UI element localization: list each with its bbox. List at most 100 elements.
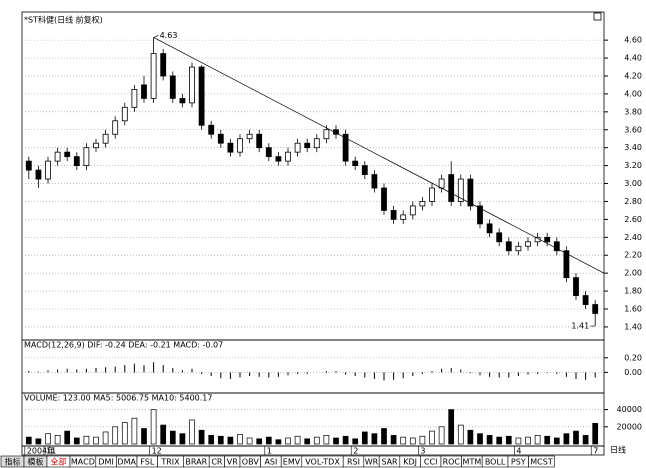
volume-bar <box>141 428 147 445</box>
indicator-tab-label[interactable]: 全部 <box>51 457 67 467</box>
volume-bar <box>457 424 464 445</box>
indicator-tab-label[interactable]: OBV <box>242 458 260 467</box>
volume-bar <box>131 417 138 445</box>
candle-body <box>179 97 186 104</box>
indicator-tab-label[interactable]: 模板 <box>28 457 44 467</box>
indicator-tab-label[interactable]: FSL <box>140 458 155 467</box>
indicator-tab-label[interactable]: ASI <box>264 458 277 467</box>
volume-bar <box>525 436 531 445</box>
candle-body <box>419 201 426 207</box>
indicator-tab-label[interactable]: MACD <box>71 458 95 467</box>
volume-bar <box>582 435 589 445</box>
panel-icon[interactable] <box>593 12 602 21</box>
y-tick-label: 4.00 <box>624 89 642 98</box>
candle-body <box>73 156 80 167</box>
candle-body <box>438 178 445 189</box>
indicator-tab-label[interactable]: DMA <box>117 458 136 467</box>
indicator-tab-label[interactable]: SAR <box>381 458 398 467</box>
y-tick-label: 3.60 <box>624 125 642 134</box>
indicator-tab-label[interactable]: WR <box>365 458 379 467</box>
indicator-tab-label[interactable]: TRIX <box>160 458 180 467</box>
volume-bar <box>275 439 282 445</box>
indicator-tab-label[interactable]: ROC <box>443 458 461 467</box>
candle-body <box>160 53 167 77</box>
volume-bar <box>419 435 426 445</box>
volume-bar <box>198 429 205 445</box>
y-tick-label: 2.40 <box>624 233 642 242</box>
y-tick-label: 20000 <box>617 422 642 431</box>
candle-body <box>304 142 311 149</box>
candle-body <box>342 133 349 162</box>
candle-body <box>83 147 90 167</box>
candle-body <box>390 210 397 220</box>
candle-body <box>352 160 359 167</box>
candle-body <box>381 187 387 211</box>
volume-bar <box>592 423 599 445</box>
indicator-tab-label[interactable]: CR <box>211 458 223 467</box>
indicator-tab-label[interactable]: DMI <box>98 458 113 467</box>
indicator-tab-label[interactable]: VR <box>227 458 238 467</box>
volume-bar <box>121 422 128 445</box>
indicator-tab-label[interactable]: EMV <box>283 458 301 467</box>
candle-body <box>121 106 128 122</box>
candle-body <box>35 169 42 180</box>
indicator-tab[interactable] <box>528 455 555 468</box>
volume-bar <box>361 431 368 445</box>
volume-bar <box>112 426 119 445</box>
candle-body <box>544 236 551 243</box>
candle-body <box>131 89 138 108</box>
x-tick-label: 2004年 <box>27 446 55 456</box>
indicator-tab-label[interactable]: MTM <box>463 458 482 467</box>
indicator-tab-label[interactable]: KDJ <box>403 458 417 467</box>
indicator-tab-label[interactable]: VOL-TDX <box>305 458 340 467</box>
indicator-tab-label[interactable]: PSY <box>511 458 526 467</box>
x-tick-label: 2 <box>353 447 358 456</box>
volume-bar <box>73 437 80 445</box>
volume-bar <box>150 409 157 445</box>
candle-body <box>169 75 176 99</box>
y-tick-label: 2.20 <box>624 251 642 260</box>
volume-bar <box>553 437 560 445</box>
candle-body <box>448 174 455 202</box>
indicator-tab-label[interactable]: RSI <box>347 458 360 467</box>
volume-bar <box>429 430 435 445</box>
candle-body <box>265 147 272 158</box>
candle-body <box>361 165 368 175</box>
volume-bar <box>515 437 522 445</box>
volume-bar <box>313 436 320 445</box>
candle-body <box>54 151 61 162</box>
indicator-tab-label[interactable]: BOLL <box>485 458 506 467</box>
y-tick-label: 0.20 <box>624 353 642 362</box>
y-tick-label: 3.20 <box>624 161 642 170</box>
volume-bar <box>237 434 243 445</box>
volume-bar <box>169 430 176 445</box>
volume-bar <box>505 435 512 445</box>
candle-body <box>237 138 243 153</box>
indicator-tab-label[interactable]: CCI <box>424 458 438 467</box>
volume-bar <box>179 433 186 445</box>
volume-bar <box>438 426 445 445</box>
chart-title: *ST科健(日线 前复权) <box>24 15 103 25</box>
volume-bar <box>64 430 71 445</box>
volume-bar <box>45 433 51 445</box>
candle-body <box>333 129 339 135</box>
volume-bar <box>246 437 253 445</box>
y-tick-label: 1.40 <box>624 322 642 331</box>
volume-bar <box>93 436 99 445</box>
period-label[interactable]: 日线 <box>610 445 626 455</box>
candle-body <box>323 129 330 140</box>
indicator-tab-label[interactable]: 指标 <box>5 457 21 467</box>
candle-body <box>553 241 560 252</box>
x-tick-label: 4 <box>516 447 521 456</box>
candle-body <box>371 174 378 189</box>
volume-bar <box>342 435 349 445</box>
candle-body <box>256 133 263 149</box>
indicator-tab-label[interactable]: MCST <box>530 458 553 467</box>
candle-body <box>477 205 483 225</box>
candle-body <box>285 151 291 162</box>
volume-bar <box>323 435 330 445</box>
indicator-tab-label[interactable]: BRAR <box>185 458 207 467</box>
x-tick-label: 11 <box>46 447 56 456</box>
volume-bar <box>25 436 32 445</box>
